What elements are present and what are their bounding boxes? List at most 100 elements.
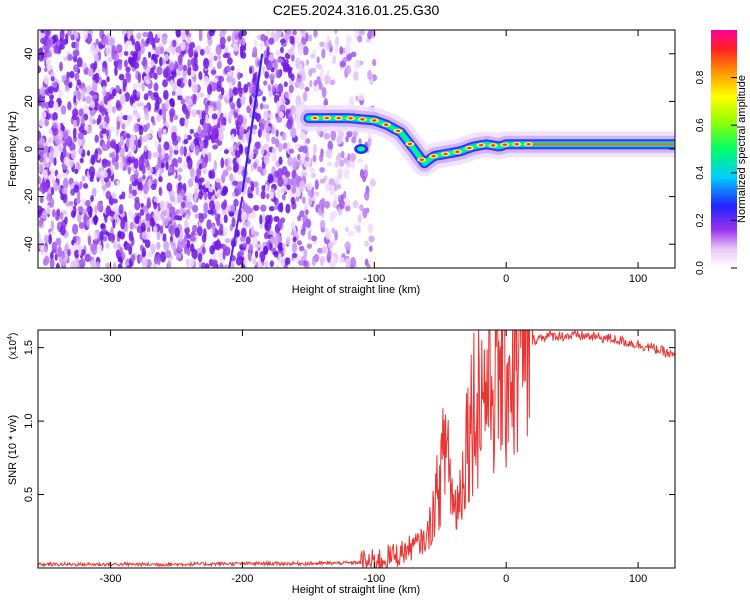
heatmap-noise-cell — [66, 71, 70, 79]
heatmap-noise-cell — [321, 86, 327, 98]
heatmap-noise-cell — [332, 210, 337, 219]
heatmap-noise-cell — [310, 67, 317, 74]
heatmap-noise-cell — [252, 124, 258, 130]
heatmap-noise-cell — [189, 243, 195, 253]
heatmap-noise-cell — [182, 160, 189, 170]
heatmap-noise-cell — [358, 138, 362, 145]
heatmap-noise-cell — [294, 35, 300, 44]
heatmap-noise-cell — [45, 162, 50, 168]
heatmap-noise-cell — [62, 146, 67, 157]
heatmap-noise-cell — [176, 252, 182, 259]
heatmap-noise-cell — [106, 76, 110, 83]
heatmap-noise-cell — [129, 221, 134, 230]
heatmap-noise-cell — [82, 182, 89, 189]
heatmap-noise-cell — [117, 60, 123, 71]
heatmap-noise-cell — [287, 178, 293, 186]
heatmap-hot-cell — [407, 142, 413, 146]
heatmap-noise-cell — [145, 79, 151, 85]
heatmap-noise-cell — [274, 59, 278, 71]
heatmap-noise-cell — [239, 47, 244, 59]
heatmap-noise-cell — [131, 189, 137, 197]
heatmap-noise-cell — [211, 113, 218, 120]
heatmap-noise-cell — [168, 62, 175, 71]
heatmap-noise-cell — [252, 72, 257, 83]
heatmap-noise-cell — [206, 219, 212, 230]
heatmap-noise-cell — [217, 54, 222, 61]
heatmap-noise-cell — [111, 192, 117, 199]
heatmap-noise-cell — [79, 257, 86, 268]
snr-series-line — [38, 330, 675, 568]
heatmap-noise-cell — [344, 44, 351, 55]
heatmap-noise-cell — [255, 262, 259, 268]
heatmap-noise-cell — [172, 139, 179, 146]
heatmap-noise-cell — [252, 236, 258, 247]
heatmap-noise-cell — [339, 46, 344, 55]
heatmap-noise-cell — [158, 176, 163, 183]
heatmap-noise-cell — [183, 77, 187, 84]
heatmap-noise-cell — [123, 59, 128, 68]
heatmap-noise-cell — [198, 71, 203, 80]
heatmap-noise-cell — [92, 94, 98, 100]
heatmap-noise-cell — [50, 146, 55, 155]
heatmap-noise-cell — [133, 52, 137, 63]
heatmap-noise-cell — [260, 204, 267, 212]
heatmap-noise-cell — [43, 74, 50, 85]
heatmap-noise-cell — [223, 113, 230, 118]
heatmap-noise-cell — [364, 240, 369, 247]
spectrogram-y-ticks: -40 -20 0 20 40 — [23, 48, 675, 252]
heatmap-noise-cell — [288, 84, 294, 94]
heatmap-noise-cell — [111, 151, 116, 161]
heatmap-noise-cell — [240, 227, 247, 239]
heatmap-noise-cell — [140, 222, 146, 232]
heatmap-noise-cell — [85, 95, 92, 104]
heatmap-noise-cell — [257, 256, 261, 266]
heatmap-noise-cell — [228, 111, 233, 120]
heatmap-noise-cell — [40, 97, 46, 109]
heatmap-noise-cell — [152, 225, 158, 234]
heatmap-noise-cell — [277, 143, 283, 153]
heatmap-noise-cell — [130, 142, 136, 152]
heatmap-noise-cell — [198, 133, 202, 144]
heatmap-noise-cell — [216, 60, 222, 70]
heatmap-noise-cell — [353, 70, 359, 81]
heatmap-noise-cell — [211, 168, 215, 179]
heatmap-noise-cell — [265, 126, 272, 132]
heatmap-noise-cell — [224, 246, 231, 256]
heatmap-noise-cell — [55, 262, 60, 268]
heatmap-noise-cell — [184, 30, 190, 36]
heatmap-noise-cell — [40, 37, 47, 45]
heatmap-noise-cell — [349, 152, 356, 162]
heatmap-noise-cell — [284, 258, 289, 266]
heatmap-noise-cell — [299, 81, 305, 90]
heatmap-noise-cell — [73, 64, 80, 73]
heatmap-noise-cell — [89, 102, 96, 109]
heatmap-noise-cell — [290, 54, 295, 62]
heatmap-noise-cell — [222, 209, 228, 217]
heatmap-noise-cell — [74, 32, 79, 39]
heatmap-noise-cell — [344, 241, 351, 251]
heatmap-noise-cell — [294, 174, 299, 183]
heatmap-noise-cell — [125, 66, 131, 73]
heatmap-noise-cell — [189, 166, 195, 178]
heatmap-noise-cell — [238, 143, 243, 154]
heatmap-noise-cell — [265, 39, 270, 48]
heatmap-noise-cell — [117, 256, 123, 263]
heatmap-noise-cell — [350, 51, 357, 58]
heatmap-noise-cell — [72, 108, 79, 118]
heatmap-noise-cell — [282, 248, 286, 255]
heatmap-noise-cell — [238, 88, 243, 98]
heatmap-noise-cell — [269, 236, 276, 245]
heatmap-noise-cell — [198, 190, 203, 200]
heatmap-noise-cell — [354, 30, 360, 34]
snr-y-tick-label: 0.5 — [23, 487, 35, 502]
heatmap-noise-cell — [117, 243, 121, 249]
heatmap-noise-cell — [51, 178, 56, 184]
heatmap-noise-cell — [94, 134, 100, 144]
heatmap-noise-cell — [264, 260, 269, 268]
heatmap-noise-cell — [194, 144, 200, 156]
heatmap-noise-cell — [49, 258, 55, 268]
heatmap-noise-cell — [73, 119, 78, 128]
heatmap-hot-cell — [312, 116, 318, 120]
heatmap-noise-cell — [247, 252, 252, 262]
